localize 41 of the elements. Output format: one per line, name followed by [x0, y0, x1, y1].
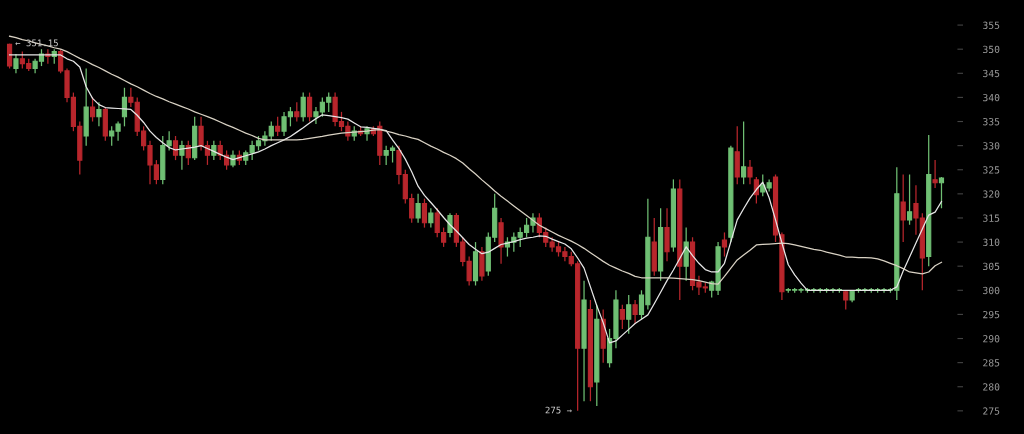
y-tick-label: 355	[983, 21, 1000, 29]
y-tick-label: 335	[983, 118, 1000, 126]
y-tick-label: 275	[983, 407, 1000, 415]
annotation: 275 →	[545, 406, 572, 414]
y-tick-label: 345	[983, 69, 1000, 78]
candlestick	[632, 299, 638, 325]
candlestick	[741, 120, 747, 185]
candlestick	[721, 231, 728, 258]
candlestick	[172, 135, 179, 161]
y-tick-label: 340	[983, 93, 1000, 102]
candlestick	[294, 101, 300, 123]
candlestick	[619, 304, 625, 330]
candlestick	[421, 198, 428, 229]
y-tick-label: 280	[983, 383, 1000, 391]
candlestick	[938, 176, 945, 209]
y-tick-label: 350	[983, 45, 1000, 54]
y-tick-label: 290	[983, 335, 1000, 343]
candlestick	[626, 294, 632, 335]
candlestick	[275, 116, 281, 137]
y-tick-label: 330	[983, 142, 1000, 150]
candlestick	[13, 53, 19, 74]
candlestick	[96, 101, 102, 127]
y-tick-label: 300	[983, 286, 1000, 295]
candlestick	[900, 173, 906, 243]
candlestick	[932, 159, 938, 189]
y-tick-label: 285	[983, 359, 1000, 367]
y-tick-label: 310	[983, 238, 1000, 246]
y-tick-label: 325	[983, 166, 1000, 174]
candlestick	[166, 130, 172, 152]
candlestick	[447, 212, 453, 238]
y-tick-label: 295	[983, 310, 1000, 319]
y-tick-label: 320	[983, 190, 1000, 198]
y-tick-label: 305	[983, 262, 1000, 271]
candlestick	[747, 159, 753, 185]
candlestick	[300, 91, 306, 123]
y-tick-label: 315	[983, 214, 1000, 222]
candlestick	[906, 173, 913, 226]
candlestick	[89, 96, 96, 123]
candlestick	[428, 207, 434, 229]
candlestick	[415, 193, 421, 224]
candlestick	[306, 91, 313, 123]
